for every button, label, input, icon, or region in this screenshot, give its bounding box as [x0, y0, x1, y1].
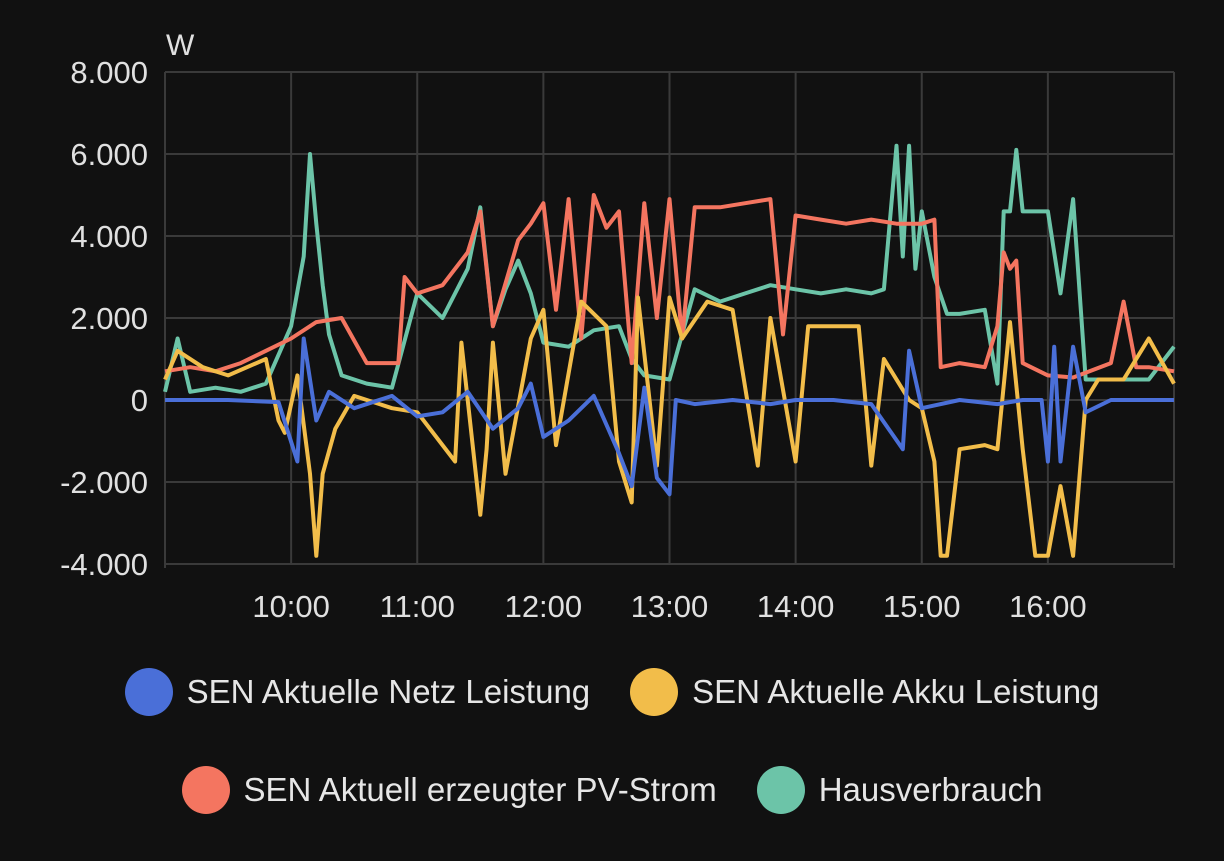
y-tick-label: 2.000	[70, 301, 148, 336]
x-tick-label: 15:00	[883, 589, 961, 624]
y-tick-label: 4.000	[70, 219, 148, 254]
legend-label-haus: Hausverbrauch	[818, 771, 1043, 808]
legend-label-netz: SEN Aktuelle Netz Leistung	[186, 673, 591, 710]
series-line-1	[163, 295, 1176, 558]
series-line-2	[164, 193, 1175, 380]
x-tick-label: 11:00	[380, 589, 455, 624]
grid	[164, 71, 1175, 568]
x-tick-label: 10:00	[252, 589, 330, 624]
series-group	[163, 143, 1176, 558]
legend-row-2: SEN Aktuell erzeugter PV-Strom Hausverbr…	[0, 766, 1224, 814]
x-tick-label: 13:00	[631, 589, 709, 624]
legend-swatch-netz	[124, 668, 173, 716]
legend-label-pv: SEN Aktuell erzeugter PV-Strom	[243, 771, 717, 808]
legend-item-haus[interactable]: Hausverbrauch	[756, 766, 1043, 814]
legend-label-akku: SEN Aktuelle Akku Leistung	[692, 673, 1100, 710]
legend-swatch-haus	[756, 766, 805, 814]
x-tick-label: 14:00	[757, 589, 835, 624]
y-tick-label: 8.000	[70, 55, 148, 90]
legend-item-akku[interactable]: SEN Aktuelle Akku Leistung	[630, 668, 1099, 716]
legend-row-1: SEN Aktuelle Netz Leistung SEN Aktuelle …	[0, 668, 1224, 716]
legend-item-pv[interactable]: SEN Aktuell erzeugter PV-Strom	[181, 766, 717, 814]
y-tick-label: -2.000	[60, 465, 148, 500]
legend-item-netz[interactable]: SEN Aktuelle Netz Leistung	[124, 668, 591, 716]
y-tick-label: 6.000	[70, 137, 148, 172]
legend-swatch-akku	[630, 668, 679, 716]
line-chart: -4.000 -2.000 0 2.000 4.000 6.000 8.000 10:00 11…	[60, 29, 1176, 624]
x-tick-label: 12:00	[505, 589, 583, 624]
x-tick-label: 16:00	[1009, 589, 1087, 624]
y-tick-label: -4.000	[60, 547, 148, 582]
y-tick-label: 0	[131, 383, 148, 418]
series-line-0	[165, 336, 1174, 497]
y-unit-label: W	[166, 29, 195, 62]
axes: -4.000 -2.000 0 2.000 4.000 6.000 8.000 10:00 11…	[60, 55, 1087, 624]
legend-swatch-pv	[181, 766, 230, 814]
